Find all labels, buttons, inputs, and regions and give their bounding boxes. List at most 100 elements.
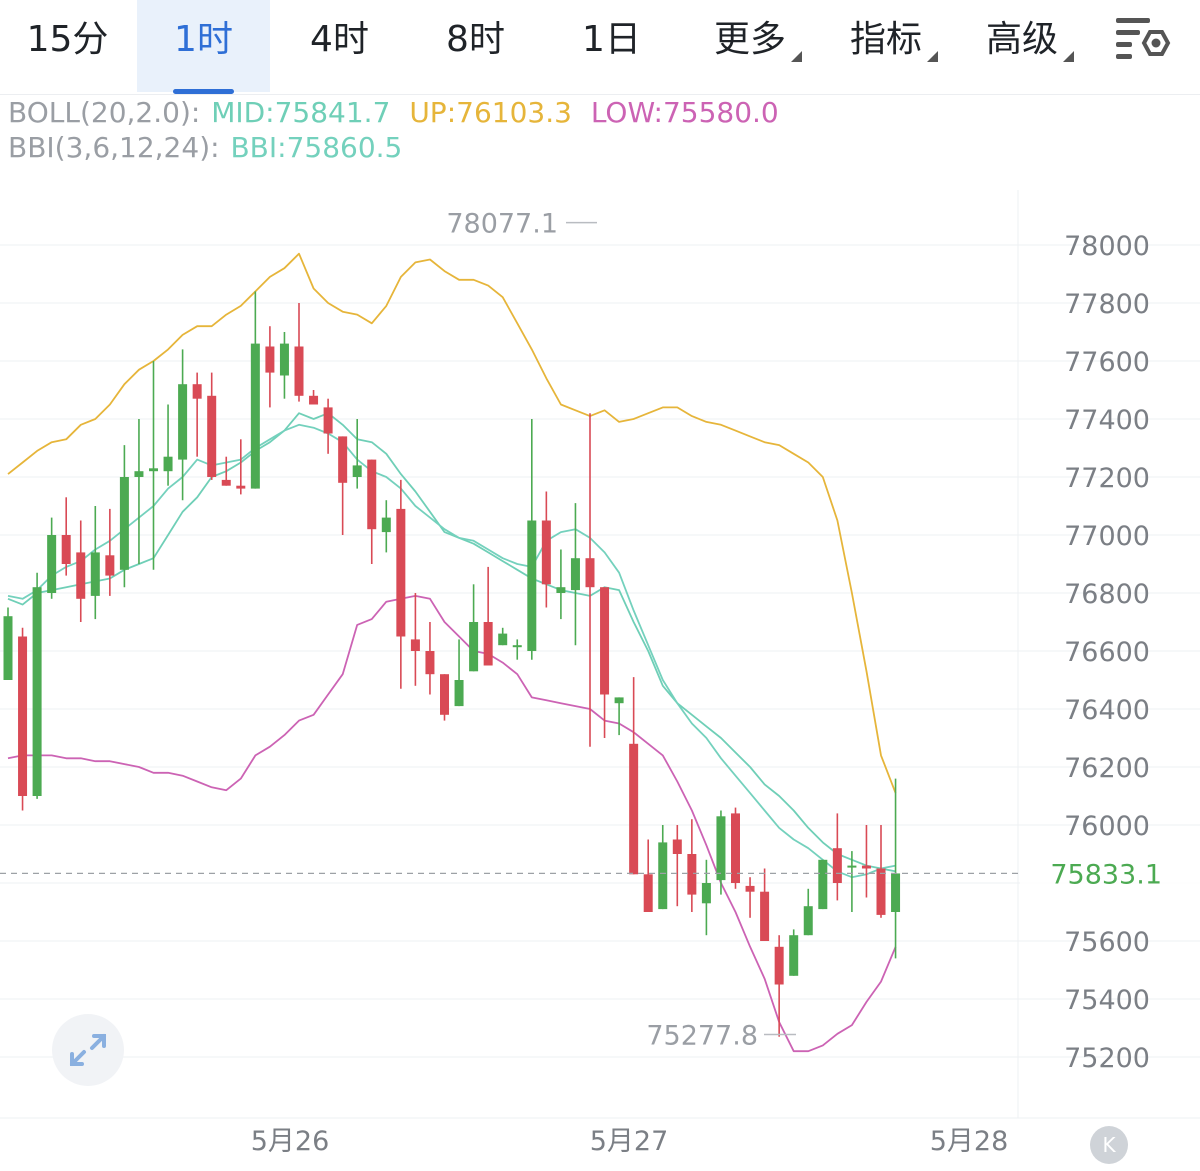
candle-body: [61, 535, 71, 564]
tab-1day[interactable]: 1日: [544, 0, 679, 92]
candle-body: [789, 935, 799, 976]
candle-body: [18, 636, 28, 796]
timeframe-tab-bar: 15分 1时 4时 8时 1日 更多 指标 高级: [0, 0, 1200, 95]
tab-label: 4时: [310, 19, 369, 60]
candle-body: [556, 587, 566, 593]
dropdown-triangle-icon: [927, 51, 938, 62]
y-tick-label: 77000: [1064, 521, 1150, 552]
y-tick-label: 75200: [1064, 1043, 1150, 1074]
last-price-label: 75833.1: [1050, 859, 1162, 890]
candle-body: [410, 639, 420, 651]
candle-body: [236, 485, 246, 489]
candle-body: [469, 622, 479, 672]
low-price-label: 75277.8: [646, 1020, 758, 1051]
tab-indicators[interactable]: 指标: [836, 0, 938, 92]
candle-body: [687, 854, 697, 895]
expand-chart-icon[interactable]: [52, 1014, 124, 1086]
candle-body: [847, 865, 857, 868]
candle-body: [221, 479, 231, 486]
candle-body: [149, 468, 158, 472]
y-tick-label: 76600: [1064, 637, 1150, 668]
boll-name: BOLL(20,2.0):: [8, 96, 201, 129]
series-line-mid: [7, 412, 896, 873]
candle-body: [178, 384, 188, 460]
tab-8hour[interactable]: 8时: [408, 0, 543, 92]
candle-body: [483, 622, 493, 666]
candle-body: [440, 674, 449, 715]
candle-body: [716, 816, 726, 881]
tab-label: 高级: [985, 19, 1058, 60]
candle-body: [803, 906, 813, 936]
candle-body: [250, 343, 260, 489]
boll-mid-value: MID:75841.7: [211, 96, 391, 129]
candle-body: [119, 477, 129, 570]
tab-4hour[interactable]: 4时: [272, 0, 407, 92]
candle-body: [425, 651, 435, 675]
candle-body: [570, 558, 580, 591]
candle-body: [105, 555, 115, 576]
candle-body: [32, 587, 42, 796]
kline-scroll-end-icon[interactable]: K: [1090, 1126, 1128, 1164]
tab-15min[interactable]: 15分: [0, 0, 135, 92]
y-tick-label: 75600: [1064, 927, 1150, 958]
candle-body: [207, 395, 217, 477]
candle-body: [47, 535, 57, 593]
tab-label: 1日: [582, 19, 641, 60]
candle-body: [309, 395, 319, 405]
series-line-low: [7, 595, 897, 1053]
candle-body: [629, 743, 639, 875]
dropdown-triangle-icon: [1063, 51, 1074, 62]
dropdown-triangle-icon: [791, 51, 802, 62]
candle-body: [323, 407, 333, 434]
candle-body: [279, 343, 289, 376]
y-tick-label: 77200: [1064, 463, 1150, 494]
tab-label: 8时: [446, 19, 505, 60]
candle-body: [658, 842, 668, 910]
chart-settings-icon[interactable]: [1112, 14, 1172, 64]
tab-more[interactable]: 更多: [700, 0, 802, 92]
x-tick-label: 5月26: [251, 1126, 330, 1157]
candle-body: [527, 520, 537, 651]
candle-body: [512, 645, 522, 648]
y-tick-label: 76800: [1064, 579, 1150, 610]
boll-up-value: UP:76103.3: [409, 96, 572, 129]
candle-body: [600, 587, 610, 695]
series-line-up: [7, 252, 897, 794]
candle-body: [352, 465, 362, 477]
candle-body: [745, 885, 755, 892]
candle-body: [774, 946, 784, 985]
y-tick-label: 77400: [1064, 405, 1150, 436]
candle-body: [876, 868, 886, 915]
candle-body: [861, 865, 871, 869]
y-tick-label: 77600: [1064, 347, 1150, 378]
y-tick-label: 76400: [1064, 695, 1150, 726]
bbi-legend: BBI(3,6,12,24): BBI:75860.5: [8, 131, 412, 164]
series-line-bbi: [7, 423, 896, 879]
candle-body: [76, 552, 86, 599]
candle-body: [338, 436, 348, 483]
y-tick-label: 76000: [1064, 811, 1150, 842]
candle-body: [381, 517, 391, 533]
candle-body: [454, 680, 464, 707]
tab-1hour[interactable]: 1时: [137, 0, 270, 94]
candle-body: [367, 459, 377, 530]
y-tick-label: 77800: [1064, 289, 1150, 320]
candle-body: [265, 346, 275, 373]
tab-advanced[interactable]: 高级: [972, 0, 1074, 92]
candle-body: [163, 456, 173, 472]
y-tick-label: 78000: [1064, 231, 1150, 262]
tab-label: 15分: [26, 19, 109, 60]
candle-body: [731, 813, 740, 883]
candle-body: [614, 697, 624, 704]
candle-body: [294, 346, 304, 396]
candle-body: [134, 471, 144, 477]
high-price-label: 78077.1: [446, 209, 558, 240]
candle-body: [643, 874, 653, 912]
boll-legend: BOLL(20,2.0): MID:75841.7 UP:76103.3 LOW…: [8, 96, 789, 129]
candle-body: [396, 508, 406, 637]
tab-label: 1时: [174, 19, 233, 60]
x-tick-label: 5月27: [590, 1126, 669, 1157]
candle-body: [498, 633, 508, 646]
boll-low-value: LOW:75580.0: [590, 96, 779, 129]
